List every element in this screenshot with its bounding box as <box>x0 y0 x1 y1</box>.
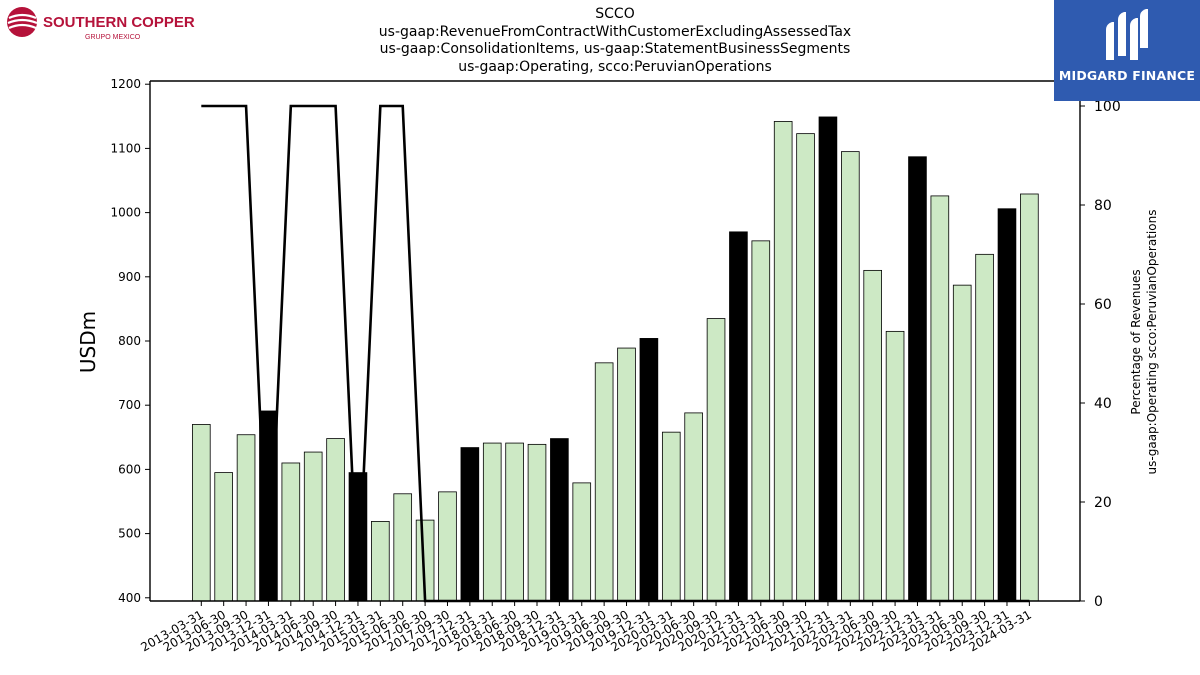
bar-2021-12-31 <box>818 116 838 602</box>
y2-tick-label: 40 <box>1094 396 1112 412</box>
bar-2013-09-30 <box>236 434 256 602</box>
y2-tick-label: 100 <box>1094 99 1121 115</box>
chart-title: SCCO us-gaap:RevenueFromContractWithCust… <box>300 6 930 76</box>
bar-2018-12-31 <box>550 438 569 602</box>
bars-group <box>191 116 1039 602</box>
southern-copper-logo: SOUTHERN COPPER GRUPO MEXICO <box>6 6 206 42</box>
bar-2020-12-31 <box>729 231 748 602</box>
bar-2023-09-30 <box>975 253 994 602</box>
bar-2022-09-30 <box>885 330 905 602</box>
y-tick-label: 500 <box>118 527 141 541</box>
bar-2020-06-30 <box>684 412 703 602</box>
logo-brand-name: MIDGARD FINANCE <box>1058 68 1196 83</box>
bar-2021-06-30 <box>773 121 793 602</box>
midgard-emblem-icon <box>1106 9 1148 60</box>
y-axis-label: USDm <box>76 311 100 373</box>
bar-2021-09-30 <box>796 133 815 602</box>
x-tick-labels: 2013-03-312013-06-302013-09-302013-12-31… <box>138 601 1034 654</box>
y2-tick-label: 20 <box>1094 495 1112 511</box>
bar-2019-03-31 <box>572 482 592 602</box>
title-line-3: us-gaap:ConsolidationItems, us-gaap:Stat… <box>379 41 851 57</box>
bar-2023-03-31 <box>930 195 950 602</box>
percentage-line <box>201 104 1030 603</box>
bar-2022-03-31 <box>841 151 860 602</box>
y-tick-label: 1100 <box>110 141 141 155</box>
y2-tick-label: 60 <box>1094 297 1112 313</box>
y2-tick-label: 0 <box>1094 594 1103 610</box>
title-line-1: SCCO <box>595 6 635 22</box>
y2-tick-labels: 0 20 40 60 80 100 <box>1080 99 1121 610</box>
y-tick-label: 1000 <box>110 206 141 220</box>
logo-sub: GRUPO MEXICO <box>85 34 141 41</box>
bar-2017-12-31 <box>460 447 480 602</box>
bar-2020-03-31 <box>661 431 681 602</box>
title-line-4: us-gaap:Operating, scco:PeruvianOperatio… <box>458 58 772 75</box>
y-tick-label: 400 <box>118 591 141 605</box>
bar-2017-09-30 <box>438 491 457 602</box>
bar-2013-06-30 <box>214 472 233 602</box>
y-tick-label: 800 <box>118 334 141 348</box>
bar-2014-09-30 <box>326 438 345 602</box>
bar-2019-09-30 <box>617 347 636 602</box>
y-tick-label: 900 <box>118 270 141 284</box>
bar-2018-03-31 <box>482 442 502 602</box>
bar-2019-06-30 <box>594 362 614 602</box>
bar-2021-03-31 <box>751 240 771 602</box>
y-tick-label: 700 <box>118 398 141 412</box>
bar-2015-06-30 <box>393 493 413 602</box>
copper-emblem-icon <box>7 7 38 37</box>
axes-group <box>149 80 1081 602</box>
bar-2020-09-30 <box>706 318 726 602</box>
y2-axis-label-line2: us-gaap:Operating scco:PeruvianOperation… <box>1145 210 1159 475</box>
bar-2024-03-31 <box>1020 193 1039 602</box>
y-tick-label: 600 <box>118 462 141 476</box>
y2-axis-label-line1: Percentage of Revenues <box>1129 269 1143 414</box>
bar-2015-03-31 <box>371 521 390 602</box>
bar-2014-06-30 <box>303 451 323 602</box>
bar-2022-06-30 <box>863 269 882 602</box>
bar-2019-12-31 <box>639 338 659 602</box>
bar-2018-09-30 <box>527 443 547 602</box>
logo-name: SOUTHERN COPPER <box>43 14 195 31</box>
bar-2014-03-31 <box>281 462 301 602</box>
title-line-2: us-gaap:RevenueFromContractWithCustomerE… <box>378 23 852 40</box>
bar-2023-06-30 <box>952 284 972 602</box>
midgard-finance-logo: MIDGARD FINANCE <box>1054 0 1200 101</box>
y2-tick-label: 80 <box>1094 198 1112 214</box>
bar-2018-06-30 <box>505 442 524 602</box>
bar-2022-12-31 <box>908 156 927 602</box>
bar-2013-03-31 <box>191 424 211 602</box>
y-tick-labels: 400 500 600 700 800 900 1000 1100 1200 <box>110 77 150 605</box>
bar-2023-12-31 <box>997 208 1017 602</box>
y-tick-label: 1200 <box>110 77 141 91</box>
